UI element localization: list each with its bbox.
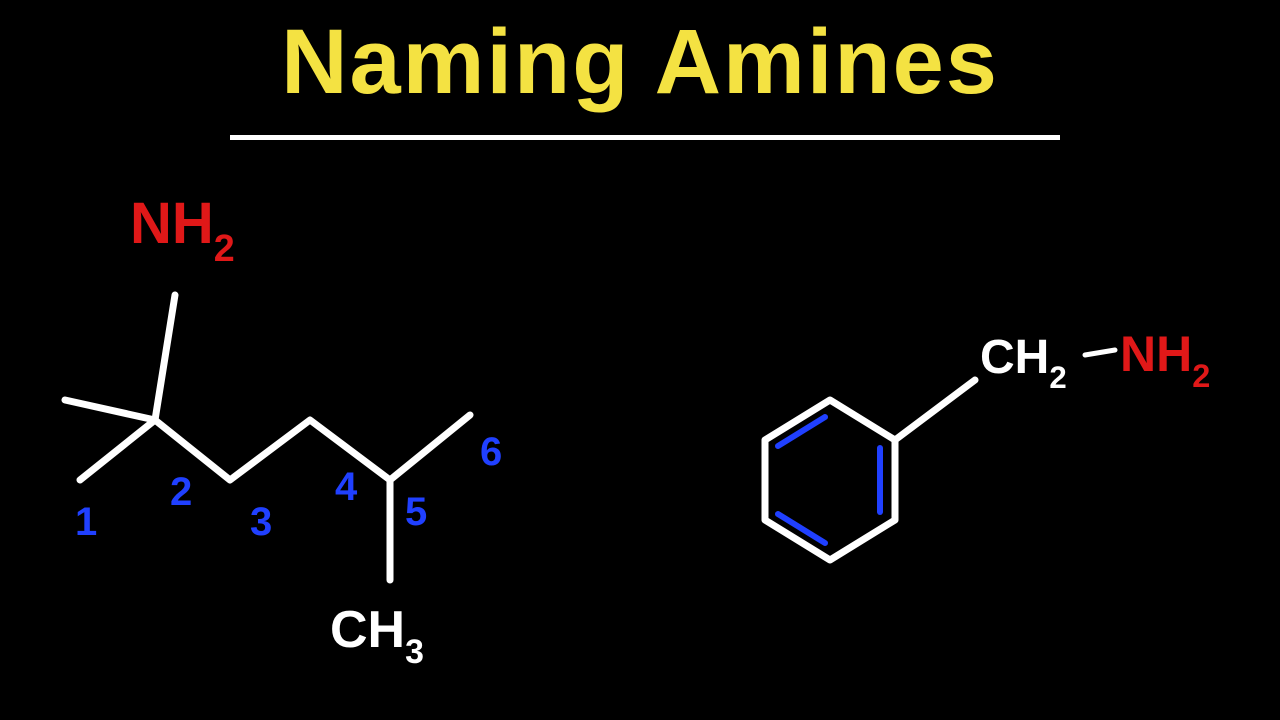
carbon-number: 5 bbox=[405, 490, 427, 535]
carbon-number: 4 bbox=[335, 465, 357, 510]
nh2-label-left: NH2 bbox=[130, 190, 235, 265]
ch3-label: CH3 bbox=[330, 600, 424, 667]
title-text: Naming Amines bbox=[0, 10, 1280, 115]
carbon-number: 6 bbox=[480, 430, 502, 475]
carbon-number: 1 bbox=[75, 500, 97, 545]
diagram-canvas: Naming Amines NH2 CH3 1 2 3 4 5 6 CH2 NH2 bbox=[0, 0, 1280, 720]
carbon-number: 3 bbox=[250, 500, 272, 545]
title-underline bbox=[230, 135, 1060, 140]
nh2-label-right: NH2 bbox=[1120, 325, 1210, 390]
carbon-number: 2 bbox=[170, 470, 192, 515]
ch2-label: CH2 bbox=[980, 330, 1067, 392]
